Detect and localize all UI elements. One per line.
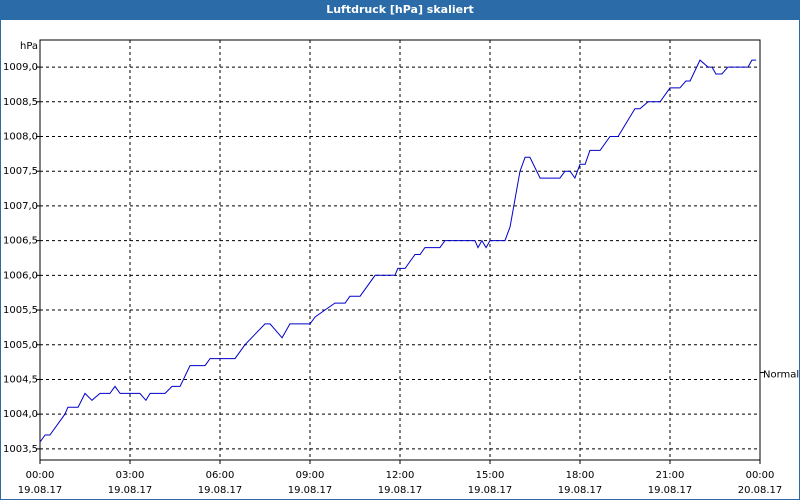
data-line xyxy=(39,59,757,443)
x-tick-label: 12:00 xyxy=(386,470,415,481)
x-tick-date: 19.08.17 xyxy=(558,485,603,496)
x-tick-label: 06:00 xyxy=(206,470,235,481)
unit-label: hPa xyxy=(20,41,38,52)
y-tick-label: 1008,5 xyxy=(3,97,38,108)
y-tick-label: 1008,0 xyxy=(3,131,38,142)
x-tick-date: 19.08.17 xyxy=(468,485,513,496)
y-tick-label: 1005,5 xyxy=(3,305,38,316)
x-tick-date: 19.08.17 xyxy=(288,485,333,496)
y-tick-label: 1007,5 xyxy=(3,166,38,177)
x-tick-label: 03:00 xyxy=(116,470,145,481)
y-tick-label: 1003,5 xyxy=(3,444,38,455)
x-tick-label: 15:00 xyxy=(476,470,505,481)
y-tick-label: 1004,5 xyxy=(3,374,38,385)
x-tick-date: 20.08.17 xyxy=(738,485,783,496)
y-tick-label: 1005,0 xyxy=(3,340,38,351)
x-tick-label: 21:00 xyxy=(656,470,685,481)
x-tick-date: 19.08.17 xyxy=(198,485,243,496)
y-tick-label: 1006,5 xyxy=(3,236,38,247)
x-tick-label: 00:00 xyxy=(746,470,775,481)
x-tick-label: 18:00 xyxy=(566,470,595,481)
y-tick-label: 1004,0 xyxy=(3,409,38,420)
chart-title: Luftdruck [hPa] skaliert xyxy=(326,3,474,16)
y-tick-label: 1007,0 xyxy=(3,201,38,212)
x-tick-date: 19.08.17 xyxy=(648,485,693,496)
y-tick-label: 1006,0 xyxy=(3,270,38,281)
y-tick-label: 1009,0 xyxy=(3,62,38,73)
normal-label: Normal xyxy=(763,370,799,381)
x-tick-date: 19.08.17 xyxy=(108,485,153,496)
x-tick-label: 09:00 xyxy=(296,470,325,481)
x-tick-date: 19.08.17 xyxy=(378,485,423,496)
title-bar xyxy=(0,0,800,20)
x-tick-label: 00:00 xyxy=(26,470,55,481)
x-tick-date: 19.08.17 xyxy=(18,485,63,496)
